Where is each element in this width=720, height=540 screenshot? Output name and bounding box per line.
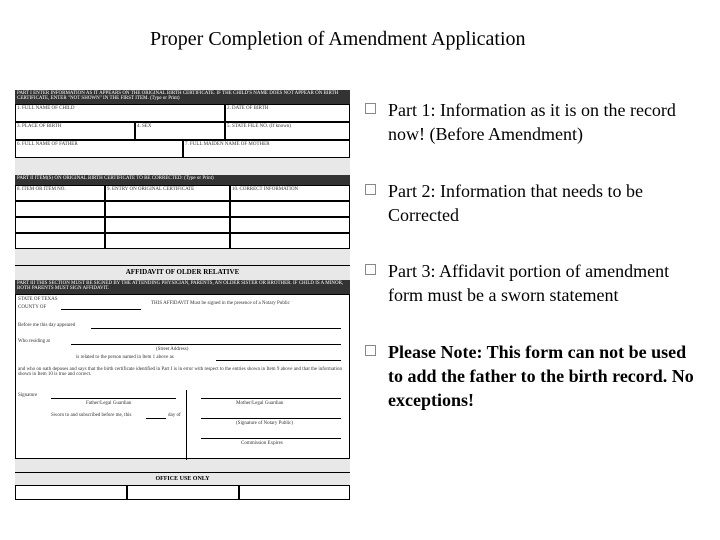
empty-cell	[230, 201, 350, 217]
cell-fullname: 1. FULL NAME OF CHILD	[15, 104, 225, 122]
cell-father: 6. FULL NAME OF FATHER	[15, 140, 183, 158]
empty-cell	[105, 217, 230, 233]
bullet-text-1: Part 1: Information as it is on the reco…	[388, 98, 705, 147]
affidavit-body: STATE OF TEXAS COUNTY OF THIS AFFIDAVIT …	[15, 294, 350, 459]
street-label: (Street Address)	[156, 347, 188, 352]
office-cell	[127, 485, 239, 500]
part3-header: PART III THIS SECTION MUST BE SIGNED BY …	[15, 280, 350, 294]
empty-cell	[15, 201, 105, 217]
label-c8: 8. ITEM OR ITEM NO.	[17, 187, 103, 192]
empty-cell	[230, 217, 350, 233]
label-c2: 2. DATE OF BIRTH	[227, 106, 348, 111]
bullet-list: Part 1: Information as it is on the reco…	[365, 98, 705, 445]
label-c10: 10. CORRECT INFORMATION	[232, 187, 348, 192]
dayof-label: day of	[168, 413, 181, 418]
commission-label: Commission Expires	[241, 441, 283, 446]
notary-label: (Signature of Notary Public)	[236, 421, 293, 426]
label-c9: 9. ENTRY ON ORIGINAL CERTIFICATE	[107, 187, 228, 192]
affidavit-note: THIS AFFIDAVIT Must be signed in the pre…	[151, 301, 290, 306]
label-c5: 5. STATE FILE NO. (If known)	[227, 124, 348, 129]
bullet-text-2: Part 2: Information that needs to be Cor…	[388, 179, 705, 228]
affidavit-title: AFFIDAVIT OF OLDER RELATIVE	[15, 268, 350, 276]
label-c3: 3. PLACE OF BIRTH	[17, 124, 133, 129]
checkbox-icon	[365, 345, 376, 356]
state-label: STATE OF TEXAS	[18, 297, 58, 302]
part2-header: PART II ITEM(S) ON ORIGINAL BIRTH CERTIF…	[15, 175, 350, 185]
cell-correct: 10. CORRECT INFORMATION	[230, 185, 350, 201]
bullet-text-4: Please Note: This form can not be used t…	[388, 340, 705, 413]
part1-header: PART I ENTER INFORMATION AS IT APPEARS O…	[15, 90, 350, 104]
office-use: OFFICE USE ONLY	[15, 476, 350, 482]
label-c7: 7. FULL MAIDEN NAME OF MOTHER	[185, 142, 348, 147]
cell-itemno: 8. ITEM OR ITEM NO.	[15, 185, 105, 201]
before-label: Before me this day appeared	[18, 323, 75, 328]
father-sig-label: Father/Legal Guardian	[86, 401, 131, 406]
cell-entry: 9. ENTRY ON ORIGINAL CERTIFICATE	[105, 185, 230, 201]
cell-sex: 4. SEX	[135, 122, 225, 140]
cell-place: 3. PLACE OF BIRTH	[15, 122, 135, 140]
sworn-label: Sworn to and subscribed before me, this	[51, 413, 131, 418]
related-label: is related to the person named in Item 1…	[76, 355, 174, 360]
mother-sig-label: Mother/Legal Guardian	[236, 401, 283, 406]
cell-fileno: 5. STATE FILE NO. (If known)	[225, 122, 350, 140]
empty-cell	[15, 233, 105, 249]
cell-mother: 7. FULL MAIDEN NAME OF MOTHER	[183, 140, 350, 158]
office-cell	[239, 485, 350, 500]
bullet-item-2: Part 2: Information that needs to be Cor…	[365, 179, 705, 228]
oath-text: and who on oath deposes and says that th…	[18, 367, 348, 377]
cell-dob: 2. DATE OF BIRTH	[225, 104, 350, 122]
page-title: Proper Completion of Amendment Applicati…	[150, 28, 526, 51]
empty-cell	[105, 233, 230, 249]
label-c4: 4. SEX	[137, 124, 223, 129]
checkbox-icon	[365, 264, 376, 275]
bullet-text-3: Part 3: Affidavit portion of amendment f…	[388, 259, 705, 308]
bullet-item-1: Part 1: Information as it is on the reco…	[365, 98, 705, 147]
label-c6: 6. FULL NAME OF FATHER	[17, 142, 181, 147]
office-cell	[15, 485, 127, 500]
form-preview: PART I ENTER INFORMATION AS IT APPEARS O…	[15, 90, 350, 500]
bullet-item-3: Part 3: Affidavit portion of amendment f…	[365, 259, 705, 308]
empty-cell	[230, 233, 350, 249]
checkbox-icon	[365, 184, 376, 195]
bullet-item-4: Please Note: This form can not be used t…	[365, 340, 705, 413]
label-c1: 1. FULL NAME OF CHILD	[17, 106, 223, 111]
signature-label: Signature	[18, 393, 37, 398]
residing-label: Who residing at	[18, 339, 50, 344]
empty-cell	[15, 217, 105, 233]
empty-cell	[105, 201, 230, 217]
checkbox-icon	[365, 103, 376, 114]
county-label: COUNTY OF	[18, 305, 46, 310]
